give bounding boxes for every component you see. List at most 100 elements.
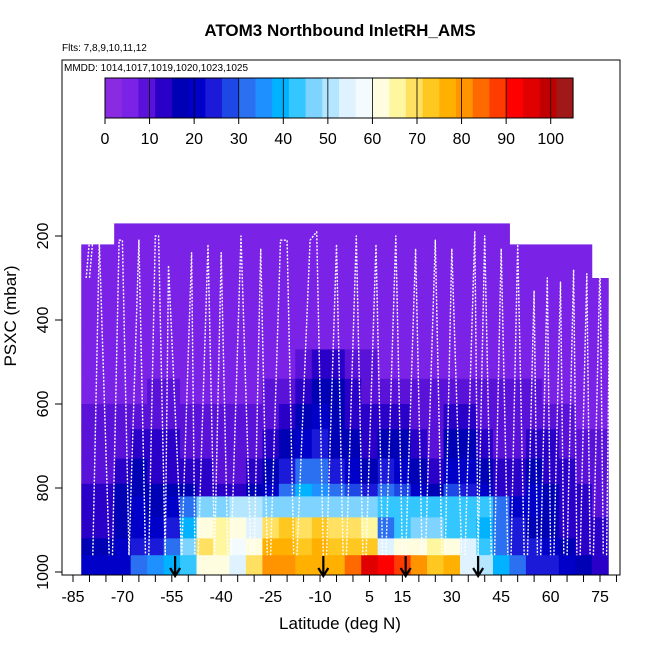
heatmap-cell (278, 349, 296, 380)
heatmap-cell (427, 517, 445, 539)
heatmap-cell (492, 538, 510, 556)
heatmap-cell (262, 378, 280, 405)
heatmap-cell (443, 349, 461, 380)
colorbar-swatch (439, 78, 457, 118)
heatmap-cell (476, 320, 494, 350)
heatmap-cell (130, 378, 148, 405)
heatmap-cell (311, 496, 329, 518)
colorbar-swatch (288, 78, 307, 118)
heatmap-cell (196, 538, 214, 556)
heatmap-cell (147, 483, 165, 497)
heatmap-cell (229, 429, 247, 460)
heatmap-cell (591, 429, 609, 460)
heatmap-cell (542, 244, 560, 279)
heatmap-cell (542, 496, 560, 518)
heatmap-cell (229, 496, 247, 518)
heatmap-cell (394, 496, 412, 518)
heatmap-cell (163, 223, 181, 245)
colorbar: 0 10 20 30 40 50 60 70 80 90 100 (101, 77, 574, 148)
heatmap-cell (295, 496, 313, 518)
heatmap-cell (344, 244, 362, 279)
heatmap-cell (311, 244, 329, 279)
heatmap-cell (591, 378, 609, 405)
heatmap-cell (278, 320, 296, 350)
colorbar-swatch (238, 78, 257, 118)
heatmap-cell (460, 378, 477, 405)
heatmap-cell (443, 555, 461, 575)
flight-profile (592, 260, 604, 556)
heatmap-cell (97, 555, 115, 575)
flight-profile (424, 239, 443, 556)
heatmap-cell (558, 378, 576, 405)
heatmap-cell (147, 349, 165, 380)
heatmap-cell (130, 458, 148, 485)
x-tick-label: -25 (259, 589, 282, 606)
colorbar-tick-label: 60 (364, 131, 382, 148)
latitude-arrows (169, 556, 485, 579)
heatmap-cell (97, 320, 115, 350)
heatmap-cell (525, 538, 543, 556)
heatmap-cell (377, 378, 395, 405)
heatmap-cell (492, 320, 510, 350)
y-tick-label: 1000 (35, 554, 52, 590)
heatmap-cell (476, 538, 494, 556)
heatmap-cell (130, 517, 148, 539)
heatmap-cell (558, 404, 576, 430)
heatmap-cell (229, 555, 247, 575)
heatmap-cell (130, 278, 148, 321)
heatmap-cell (114, 458, 132, 485)
heatmap-cell (476, 404, 494, 430)
colorbar-swatch (322, 78, 340, 118)
flight-profile (92, 239, 110, 556)
heatmap-cell (509, 349, 527, 380)
heatmap-cell (245, 378, 263, 405)
heatmap-cell (114, 483, 132, 497)
heatmap-cell (295, 278, 313, 321)
heatmap-cell (97, 378, 115, 405)
heatmap-cell (525, 496, 543, 518)
heatmap-cell (394, 278, 412, 321)
heatmap-cell (443, 429, 461, 460)
colorbar-swatch (138, 78, 156, 118)
heatmap-cell (311, 349, 329, 380)
heatmap-cell (245, 320, 263, 350)
heatmap-cell (328, 320, 346, 350)
heatmap-cell (410, 483, 428, 497)
colorbar-tick-label: 10 (141, 131, 159, 148)
heatmap-cell (147, 496, 165, 518)
heatmap-cell (361, 349, 379, 380)
heatmap-cell (180, 496, 198, 518)
heatmap-cell (328, 223, 346, 245)
heatmap-cell (492, 278, 510, 321)
heatmap-cell (245, 278, 263, 321)
heatmap-cell (509, 320, 527, 350)
flight-profile (128, 239, 147, 556)
heatmap-cell (130, 429, 148, 460)
heatmap-cell (427, 349, 445, 380)
heatmap-cell (97, 349, 115, 380)
heatmap-cell (525, 555, 543, 575)
heatmap-cell (525, 483, 543, 497)
heatmap-cell (229, 404, 247, 430)
colorbar-swatch (405, 78, 424, 118)
heatmap-cell (344, 349, 362, 380)
heatmap-cell (344, 429, 362, 460)
heatmap-cell (180, 538, 198, 556)
heatmap-cell (163, 404, 181, 430)
heatmap-cell (245, 483, 263, 497)
heatmap-cell (558, 517, 576, 539)
heatmap-cell (245, 555, 263, 575)
heatmap-cell (212, 458, 230, 485)
heatmap-cell (81, 429, 99, 460)
heatmap-cell (245, 517, 263, 539)
heatmap-cell (311, 555, 329, 575)
heatmap-cell (212, 555, 230, 575)
heatmap-cell (212, 349, 230, 380)
heatmap-cell (509, 496, 527, 518)
heatmap-cell (262, 517, 280, 539)
heatmap-cell (344, 483, 362, 497)
heatmap-cell (278, 517, 296, 539)
heatmap-cell (163, 458, 181, 485)
heatmap-cell (229, 278, 247, 321)
